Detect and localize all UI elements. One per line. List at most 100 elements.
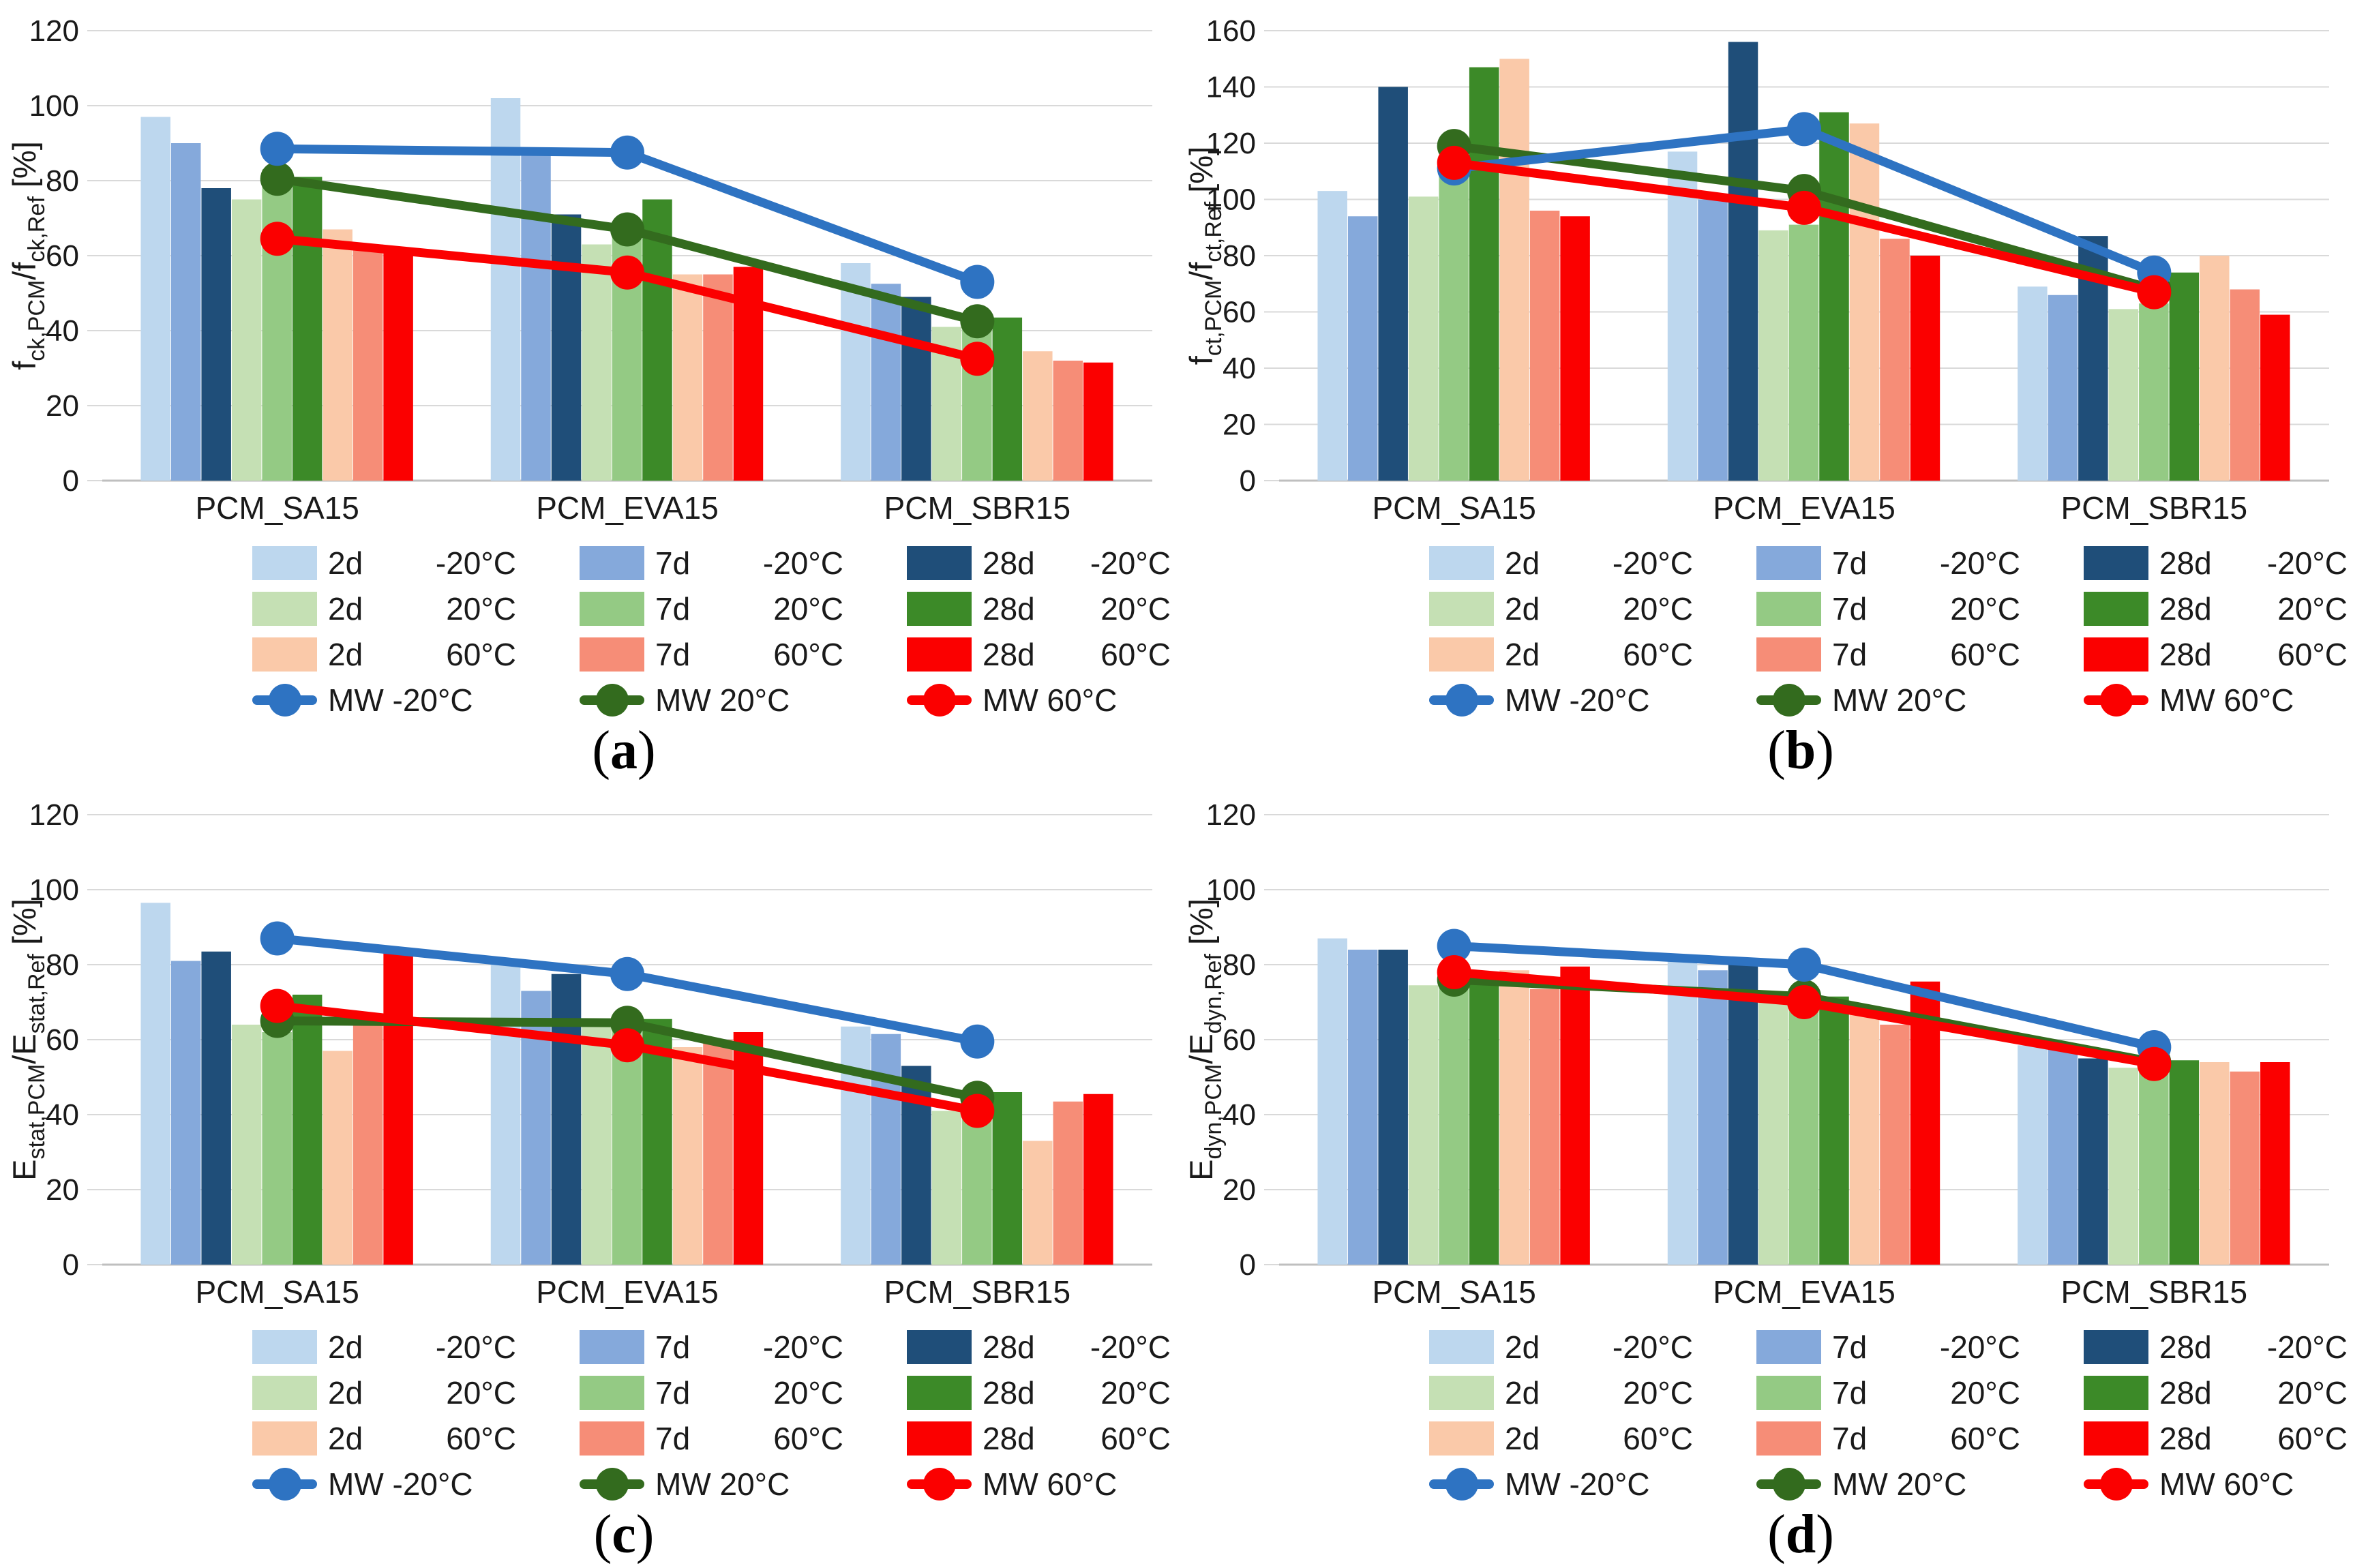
- legend-age-label: 2d: [328, 1421, 363, 1456]
- bar-28d-20-c: [2169, 1060, 2200, 1265]
- bar-28d-60-c: [1560, 216, 1590, 481]
- y-tick-label: 100: [1206, 183, 1256, 217]
- bar-7d-20-c: [262, 1032, 292, 1265]
- legend-item-7d-60-c: 7d 60°C: [1756, 1420, 2084, 1457]
- legend-age-label: 28d: [2159, 591, 2212, 627]
- bar-7d-20-c: [1439, 168, 1469, 481]
- legend-item-7d-60-c: 7d 60°C: [580, 636, 907, 673]
- bar-2d-20-c: [1758, 230, 1788, 481]
- bar-7d-20-c: [1698, 970, 1728, 1265]
- y-tick-label: 100: [29, 89, 79, 123]
- legend-row: 2d 60°C 7d 60°C 28d 60°C: [1429, 1420, 2353, 1457]
- legend-row: 2d 60°C 7d 60°C 28d 60°C: [252, 1420, 1234, 1457]
- bar-28d-20-c: [292, 995, 323, 1265]
- bar-28d-20-c: [551, 974, 582, 1265]
- bar-7d-60-c: [1880, 1025, 1910, 1265]
- legend-swatch: [1429, 637, 1494, 672]
- legend-item-2d-20-c: 2d 20°C: [252, 1374, 580, 1411]
- legend-age-label: 7d: [655, 1329, 691, 1365]
- bar-28d-20-c: [901, 297, 931, 481]
- bar-2d-20-c: [1317, 938, 1347, 1265]
- legend-temp-label: -20°C: [2266, 1329, 2348, 1365]
- bar-28d-20-c: [2169, 272, 2200, 481]
- legend-item-28d-60-c: 28d 60°C: [2084, 636, 2353, 673]
- legend-item-mw-60-c: MW 60°C: [2084, 1466, 2353, 1503]
- x-category-label: PCM_SBR15: [2061, 1274, 2248, 1310]
- bar-2d-60-c: [1023, 1141, 1053, 1265]
- legend-line-marker: [923, 1468, 956, 1501]
- legend-item-2d-60-c: 2d 60°C: [1429, 1420, 1756, 1457]
- bar-28d-60-c: [383, 248, 413, 481]
- bar-28d-20-c: [292, 177, 323, 481]
- bar-7d-20-c: [2048, 1049, 2078, 1265]
- legend-age-label: 28d: [2159, 1421, 2212, 1456]
- y-tick-label: 0: [1240, 1248, 1256, 1282]
- legend-temp-label: -20°C: [1939, 1329, 2020, 1365]
- bar-28d-20-c: [992, 317, 1023, 481]
- legend-item-mw-20-c: MW 20°C: [1756, 682, 2084, 719]
- legend-swatch: [252, 637, 317, 672]
- y-tick-label: 40: [46, 314, 79, 348]
- bar-28d-60-c: [1083, 362, 1113, 481]
- legend-item-7d-20-c: 7d 20°C: [1756, 590, 2084, 627]
- bar-28d-20-c: [551, 214, 582, 481]
- y-tick-label: 60: [1223, 296, 1256, 329]
- legend-item-mw-20-c: MW -20°C: [252, 1466, 580, 1503]
- legend-item-28d-60-c: 28d 60°C: [2084, 1420, 2353, 1457]
- legend-swatch: [907, 592, 972, 626]
- legend-item-28d-20-c: 28d -20°C: [907, 1329, 1234, 1366]
- legend-swatch: [1429, 592, 1494, 626]
- legend-age-label: 7d: [1832, 1421, 1868, 1456]
- y-tick-label: 60: [46, 1023, 79, 1057]
- bar-2d-60-c: [672, 274, 703, 481]
- bar-28d-20-c: [642, 1019, 672, 1265]
- bar-7d-20-c: [871, 284, 901, 481]
- bar-28d-60-c: [1910, 256, 1940, 481]
- legend-age-label: 7d: [655, 545, 691, 581]
- bar-28d-20-c: [1819, 996, 1849, 1265]
- bar-7d-20-c: [871, 1034, 901, 1265]
- marker-mw-60-c: [2137, 1046, 2172, 1081]
- legend-swatch: [1756, 592, 1821, 626]
- panel-caption: (c): [102, 1504, 1145, 1566]
- y-tick-label: 120: [1206, 798, 1256, 832]
- legend-swatch: [2084, 546, 2148, 580]
- panel-caption: (b): [1279, 720, 2322, 782]
- marker-mw-20-c: [610, 135, 644, 170]
- legend-temp-label: 60°C: [1623, 637, 1693, 672]
- legend-temp-label: 20°C: [2277, 591, 2348, 627]
- panel-d: 0 20 40 60 80 100 120 Edyn,PCM/Edyn,Ref [%] PCM_…: [1177, 784, 2353, 1568]
- legend-item-2d-20-c: 2d 20°C: [1429, 590, 1756, 627]
- legend-line-label: MW 60°C: [983, 1466, 1118, 1502]
- legend-item-28d-20-c: 28d 20°C: [2084, 590, 2353, 627]
- legend-age-label: 7d: [655, 591, 691, 627]
- marker-mw-60-c: [260, 222, 295, 256]
- y-tick-label: 100: [1206, 873, 1256, 907]
- bar-7d-20-c: [2139, 303, 2169, 481]
- marker-mw-20-c: [610, 212, 644, 247]
- legend-age-label: 2d: [328, 591, 363, 627]
- x-category-label: PCM_SBR15: [2061, 490, 2248, 526]
- y-axis-label: Estat,PCM/Estat,Ref [%]: [6, 899, 50, 1181]
- legend-item-28d-20-c: 28d 20°C: [2084, 1374, 2353, 1411]
- bar-7d-60-c: [1529, 211, 1560, 481]
- legend-row: 2d -20°C 7d -20°C 28d -20°C: [1429, 545, 2353, 582]
- legend-swatch: [1756, 1376, 1821, 1410]
- legend-age-label: 7d: [655, 1421, 691, 1456]
- legend-swatch: [907, 546, 972, 580]
- y-tick-label: 60: [1223, 1023, 1256, 1057]
- legend-line-swatch: [2084, 1467, 2148, 1501]
- bar-28d-20-c: [1728, 42, 1758, 481]
- bar-2d-20-c: [140, 903, 170, 1265]
- bar-7d-60-c: [703, 1040, 733, 1265]
- marker-mw-60-c: [610, 1028, 644, 1063]
- legend-age-label: 2d: [328, 1375, 363, 1411]
- x-category-label: PCM_SA15: [1372, 490, 1535, 526]
- caption-close-paren: ): [1816, 721, 1834, 781]
- x-category-label: PCM_SBR15: [884, 490, 1071, 526]
- bar-7d-60-c: [1053, 1101, 1083, 1265]
- legend-swatch: [580, 637, 644, 672]
- x-category-label: PCM_EVA15: [1713, 1274, 1895, 1310]
- legend-swatch: [580, 1330, 644, 1364]
- bar-2d-20-c: [490, 965, 521, 1265]
